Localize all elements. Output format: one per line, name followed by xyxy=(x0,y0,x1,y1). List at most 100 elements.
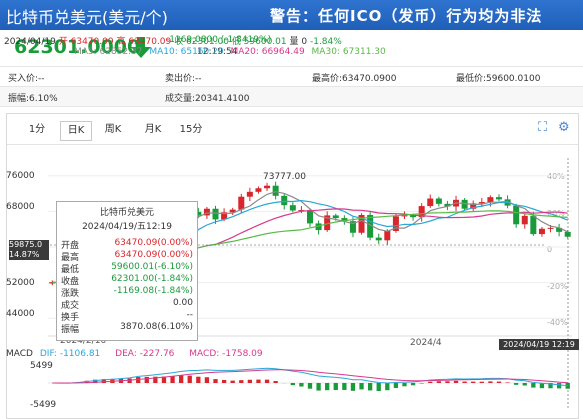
macd-tick-top: 5499 xyxy=(30,361,53,371)
tooltip-key: 换手 xyxy=(61,313,80,323)
tooltip-value: 63470.09(0.00%) xyxy=(114,238,193,248)
tooltip-value: -- xyxy=(186,310,194,320)
candle-body xyxy=(298,210,305,212)
candle-body xyxy=(513,205,520,225)
tab-1min[interactable]: 1分 xyxy=(28,124,46,135)
tooltip-key: 成交 xyxy=(61,301,80,311)
candle-body xyxy=(427,198,434,207)
tooltip-key: 最低 xyxy=(61,265,80,275)
ohlc-close: 收 62301.00 xyxy=(174,37,229,47)
tab-monthly[interactable]: 月K xyxy=(144,124,162,135)
right-label-20: 20% xyxy=(547,209,565,218)
warning-banner: 警告：任何ICO（发币）行为均为非法 xyxy=(270,7,543,25)
candle-body xyxy=(289,205,296,211)
ohlc-pct: -1.84% xyxy=(309,37,342,47)
tooltip-title: 比特币兑美元 xyxy=(99,208,154,218)
ma-line: MA5: 62852.37 MA10: 65160.20 MA20: 66964… xyxy=(74,47,386,57)
tooltip-value: 0.00 xyxy=(172,298,193,308)
macd-chart xyxy=(48,367,572,392)
candle-body xyxy=(367,214,374,238)
candle-body xyxy=(435,198,442,204)
crosshair-price-tag: 59875.0 14.87% xyxy=(9,240,49,260)
candle-body xyxy=(341,218,348,222)
candle-body xyxy=(375,237,382,241)
x-label-left: 2024/2/16 xyxy=(60,336,107,346)
candle-body xyxy=(401,215,408,217)
ohlc-line: 2024/04/19 开 63470.09 高 63470.09 收 62301… xyxy=(4,34,342,47)
tooltip-row: 最高 63470.09(0.00%) xyxy=(61,250,193,263)
tooltip-row: 涨跌 -1169.08(-1.84%) xyxy=(61,286,193,299)
right-label-40: 40% xyxy=(547,172,565,181)
candle-body xyxy=(418,206,425,218)
candle-body xyxy=(358,214,365,233)
tab-daily[interactable]: 日K xyxy=(60,121,92,141)
ma30-label: MA30: 67311.30 xyxy=(311,47,386,57)
candle-body xyxy=(487,197,494,203)
settings-icon[interactable]: ⚙ xyxy=(558,120,570,135)
macd-tick-bottom: -5499 xyxy=(30,400,57,410)
tooltip-datetime: 2024/04/19/五12:19 xyxy=(82,222,172,232)
candle-body xyxy=(461,199,468,209)
candle-body xyxy=(255,188,262,192)
ma10-label: MA10: 65160.20 xyxy=(149,47,224,57)
tooltip-key: 最高 xyxy=(61,253,80,263)
candle-body xyxy=(281,195,288,206)
tooltip-value: 3870.08(6.10%) xyxy=(120,322,193,332)
candle-body xyxy=(49,282,56,284)
candle-body xyxy=(195,211,202,216)
right-label-neg20: -20% xyxy=(547,282,568,291)
crosshair-pct: 14.87% xyxy=(9,250,40,259)
candle-body xyxy=(556,227,563,232)
high-price: 最高价:63470.0900 xyxy=(312,74,397,84)
tab-weekly[interactable]: 周K xyxy=(104,124,122,135)
tooltip-value: -1169.08(-1.84%) xyxy=(113,286,193,296)
current-price: 62301.0000 xyxy=(14,36,141,58)
candle-tooltip: 比特币兑美元 2024/04/19/五12:19 开盘 63470.09(0.00… xyxy=(56,201,198,341)
ma20-label: MA20: 66964.49 xyxy=(230,47,305,57)
candle-body xyxy=(229,209,236,213)
ma5-label: MA5: 62852.37 xyxy=(74,47,143,57)
candle-body xyxy=(470,203,477,209)
tooltip-row: 振幅 3870.08(6.10%) xyxy=(61,322,193,335)
crosshair-date-tag: 2024/04/19 12:19 xyxy=(499,339,579,350)
tooltip-value: 62301.00(-1.84%) xyxy=(111,274,193,284)
candle-body xyxy=(306,210,314,224)
macd-value: MACD: -1758.09 xyxy=(189,349,263,359)
y-label-76000: 76000 xyxy=(6,171,35,181)
macd-dif-line xyxy=(52,367,568,387)
tooltip-value: 59600.01(-6.10%) xyxy=(111,262,193,272)
y-label-68000: 68000 xyxy=(6,202,35,212)
macd-legend: MACD DIF: -1106.81 DEA: -227.76 MACD: -1… xyxy=(6,349,263,359)
y-label-44000: 44000 xyxy=(6,309,35,319)
candle-body xyxy=(478,202,485,204)
tooltip-key: 振幅 xyxy=(61,325,80,335)
candle-body xyxy=(349,221,356,233)
tab-15min[interactable]: 15分 xyxy=(179,124,203,135)
candle-body xyxy=(444,203,451,207)
macd-title: MACD xyxy=(6,349,33,359)
candle-body xyxy=(238,196,245,210)
right-label-neg40: -40% xyxy=(547,318,568,327)
candle-body xyxy=(272,185,279,196)
ohlc-open: 开 63470.09 xyxy=(58,37,114,47)
fullscreen-icon[interactable]: ⛶ xyxy=(538,120,548,135)
tooltip-value: 63470.09(0.00%) xyxy=(114,250,193,260)
candle-body xyxy=(324,215,331,231)
page-title: 比特币兑美元(美元/个) xyxy=(6,8,168,27)
tooltip-row: 换手 -- xyxy=(61,310,194,323)
macd-dea: DEA: -227.76 xyxy=(115,349,175,359)
quote-time: 12:19:54 xyxy=(197,47,238,57)
quote-row-2: 振幅:6.10% 成交量:20341.4100 xyxy=(0,86,583,107)
tooltip-key: 涨跌 xyxy=(61,289,80,299)
x-label-april: 2024/4 xyxy=(410,338,442,348)
crosshair-price: 59875.0 xyxy=(9,240,43,249)
amplitude: 振幅:6.10% xyxy=(8,94,58,104)
peak-label: 73777.00 xyxy=(263,172,306,182)
period-tabs: 1分 日K 周K 月K 15分 ⛶ ⚙ xyxy=(7,114,578,145)
candle-body xyxy=(332,215,339,219)
candle-body xyxy=(212,208,219,220)
tooltip-row: 收盘 62301.00(-1.84%) xyxy=(61,274,193,287)
candle-body xyxy=(538,228,545,235)
volume: 成交量:20341.4100 xyxy=(165,94,250,104)
